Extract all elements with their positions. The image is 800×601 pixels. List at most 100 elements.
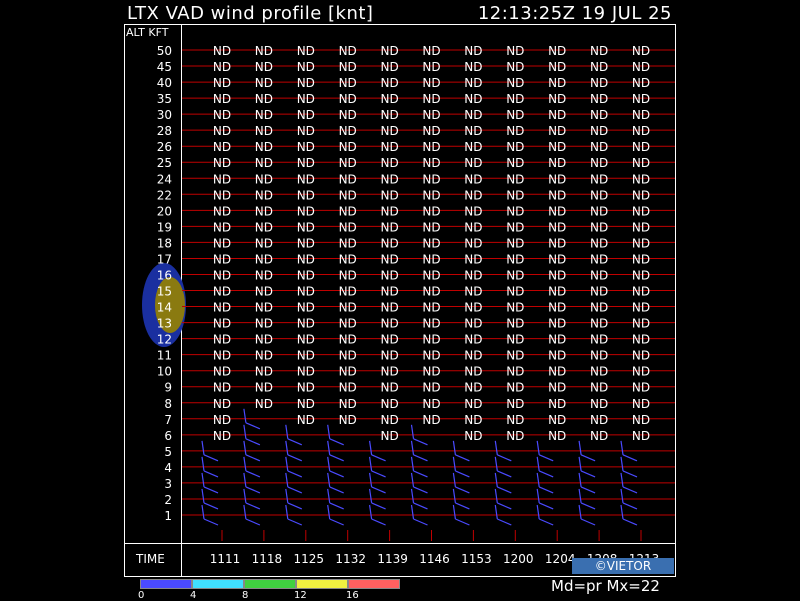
nd-label: ND <box>548 204 566 218</box>
wind-barb-staff <box>327 424 331 439</box>
nd-label: ND <box>380 397 398 411</box>
nd-label: ND <box>632 92 650 106</box>
scale-swatch <box>140 579 192 589</box>
nd-label: ND <box>506 365 524 379</box>
nd-label: ND <box>590 76 608 90</box>
nd-label: ND <box>506 285 524 299</box>
nd-label: ND <box>255 349 273 363</box>
nd-label: ND <box>548 44 566 58</box>
nd-label: ND <box>339 365 357 379</box>
nd-label: ND <box>255 44 273 58</box>
wind-barb-flag <box>622 518 638 526</box>
nd-label: ND <box>422 156 440 170</box>
wind-barb-flag <box>371 518 386 526</box>
nd-label: ND <box>422 365 440 379</box>
nd-label: ND <box>297 381 315 395</box>
nd-label: ND <box>339 397 357 411</box>
nd-label: ND <box>464 381 482 395</box>
nd-label: ND <box>422 268 440 282</box>
wind-barb-flag <box>245 422 261 430</box>
wind-barb-flag <box>497 502 512 510</box>
wind-barb-staff <box>201 504 205 520</box>
nd-label: ND <box>297 397 315 411</box>
nd-label: ND <box>213 429 231 443</box>
wind-barb-staff <box>201 488 205 504</box>
wind-barb-staff <box>201 472 205 488</box>
nd-label: ND <box>255 220 273 234</box>
nd-label: ND <box>506 268 524 282</box>
nd-label: ND <box>213 413 231 427</box>
wind-barb-flag <box>538 502 554 510</box>
nd-label: ND <box>506 92 524 106</box>
nd-label: ND <box>213 124 231 138</box>
nd-label: ND <box>213 317 231 331</box>
wind-barb-staff <box>536 456 540 471</box>
nd-label: ND <box>380 413 398 427</box>
nd-label: ND <box>339 220 357 234</box>
wind-barb-staff <box>452 488 456 504</box>
wind-barb-staff <box>620 456 624 471</box>
nd-label: ND <box>255 92 273 106</box>
nd-label: ND <box>548 236 566 250</box>
wind-barb-staff <box>327 440 331 455</box>
wind-barb-staff <box>410 472 415 488</box>
scale-label: 4 <box>190 590 197 601</box>
nd-label: ND <box>464 365 482 379</box>
plot-frame <box>124 24 676 577</box>
wind-barb-staff <box>578 504 582 520</box>
wind-barb-flag <box>580 470 596 478</box>
nd-label: ND <box>213 92 231 106</box>
nd-label: ND <box>464 236 482 250</box>
nd-label: ND <box>506 108 524 122</box>
nd-label: ND <box>339 285 357 299</box>
wind-barb-flag <box>580 486 596 494</box>
nd-label: ND <box>632 236 650 250</box>
nd-label: ND <box>297 204 315 218</box>
nd-label: ND <box>339 44 357 58</box>
nd-label: ND <box>422 349 440 363</box>
nd-label: ND <box>380 92 398 106</box>
altitude-tick-label: 24 <box>157 172 172 186</box>
wind-barb-staff <box>494 440 498 455</box>
wind-barb-flag <box>580 454 596 462</box>
nd-label: ND <box>255 60 273 74</box>
nd-label: ND <box>548 285 566 299</box>
wind-barb-staff <box>285 488 289 504</box>
nd-label: ND <box>255 317 273 331</box>
nd-label: ND <box>590 60 608 74</box>
wind-barb-flag <box>203 502 219 510</box>
nd-label: ND <box>213 140 231 154</box>
wind-barb-staff <box>369 440 373 455</box>
nd-label: ND <box>632 365 650 379</box>
nd-label: ND <box>339 204 357 218</box>
nd-label: ND <box>339 172 357 186</box>
altitude-tick-label: 45 <box>157 60 172 74</box>
clutter-echo-core <box>155 277 185 333</box>
altitude-tick-label: 28 <box>157 124 172 138</box>
nd-label: ND <box>464 301 482 315</box>
nd-label: ND <box>590 236 608 250</box>
nd-label: ND <box>632 381 650 395</box>
nd-label: ND <box>422 172 440 186</box>
wind-barb-staff <box>285 472 289 488</box>
wind-barb-flag <box>203 486 219 494</box>
nd-label: ND <box>255 140 273 154</box>
nd-label: ND <box>380 349 398 363</box>
nd-label: ND <box>506 172 524 186</box>
wind-barb-staff <box>494 504 498 520</box>
nd-label: ND <box>506 236 524 250</box>
nd-label: ND <box>297 188 315 202</box>
nd-label: ND <box>548 60 566 74</box>
wind-barb-flag <box>203 470 219 478</box>
wind-barb-flag <box>329 454 344 462</box>
nd-label: ND <box>297 268 315 282</box>
wind-barb-flag <box>413 486 428 494</box>
nd-label: ND <box>422 317 440 331</box>
nd-label: ND <box>255 188 273 202</box>
nd-label: ND <box>464 60 482 74</box>
nd-label: ND <box>213 285 231 299</box>
nd-label: ND <box>590 333 608 347</box>
nd-label: ND <box>632 188 650 202</box>
wind-barb-flag <box>455 518 470 526</box>
nd-label: ND <box>464 188 482 202</box>
